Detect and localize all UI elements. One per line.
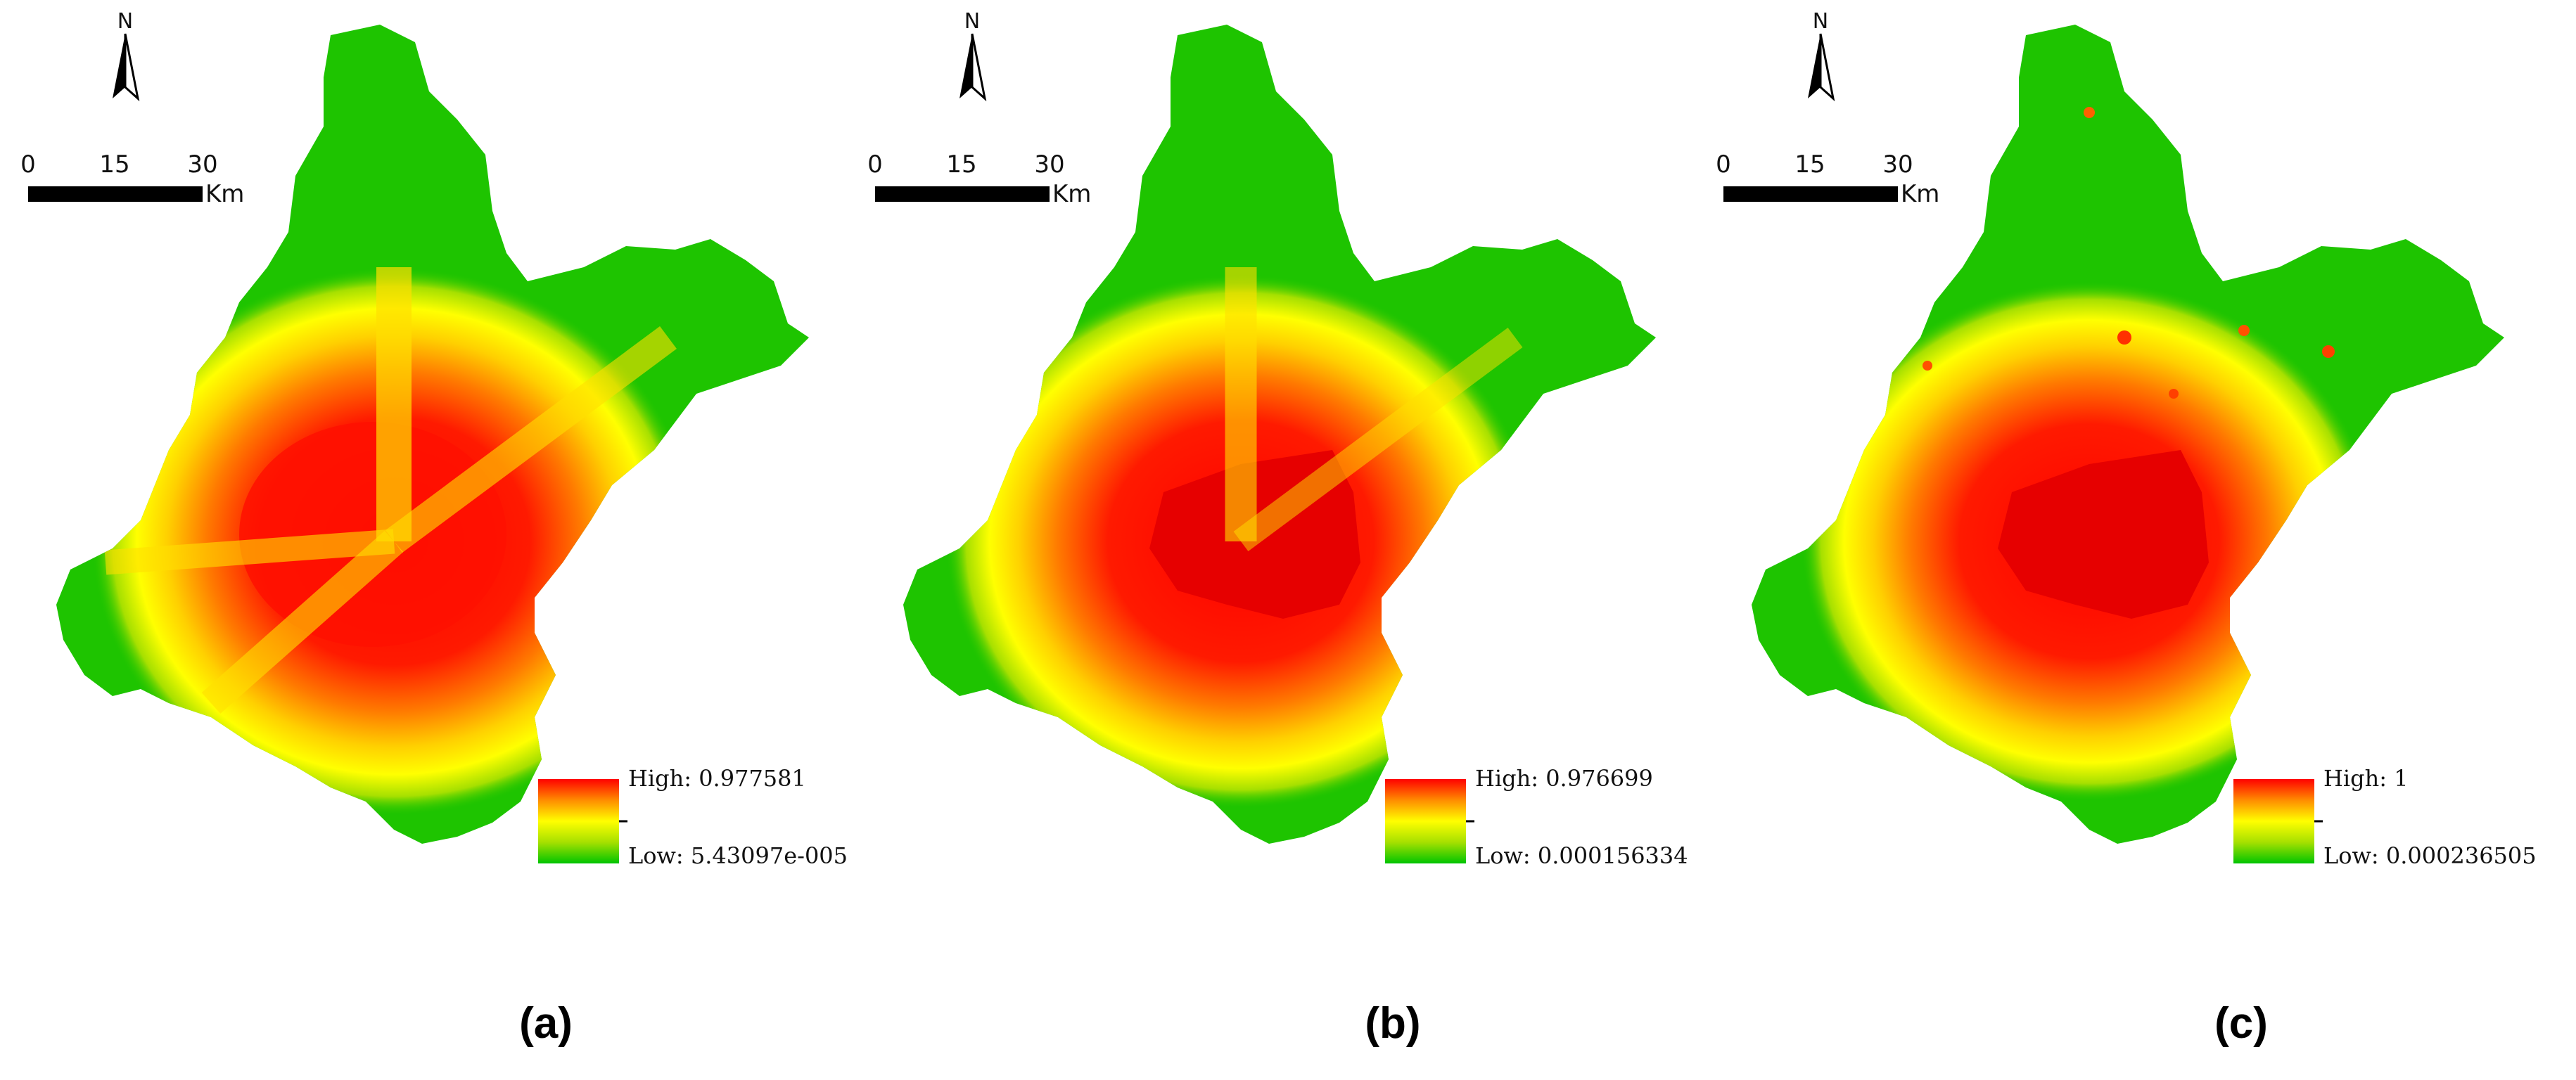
panel-label-b: (b) [1365, 999, 1421, 1048]
map-legend: High: 0.977581 Low: 5.43097e-005 [538, 765, 848, 869]
map-legend: High: 1 Low: 0.000236505 [2233, 765, 2537, 869]
svg-text:N: N [964, 9, 980, 34]
svg-text:Km: Km [205, 180, 244, 208]
scale-bar: 0 15 30 Km [1716, 150, 1939, 208]
svg-text:15: 15 [946, 150, 976, 179]
region-raster-map [903, 25, 1656, 844]
map-panel-b: N 0 15 30 Km High: 0.976699 Low: 0.00015… [867, 9, 1688, 869]
svg-text:30: 30 [1882, 150, 1913, 179]
north-arrow: N [113, 9, 140, 102]
scale-bar: 0 15 30 Km [867, 150, 1091, 208]
svg-text:High: 1: High: 1 [2323, 765, 2409, 792]
map-panel-a: N 0 15 30 Km High: 0.977581 Low: 5.43097… [20, 9, 848, 869]
map-legend: High: 0.976699 Low: 0.000156334 [1385, 765, 1688, 869]
svg-text:N: N [117, 9, 133, 34]
svg-text:15: 15 [99, 150, 129, 179]
svg-text:0: 0 [867, 150, 883, 179]
region-raster-map [1752, 25, 2504, 844]
region-raster-map [56, 25, 809, 844]
map-panel-c: N 0 15 30 Km High: 1 Low: 0.000236505 [1716, 9, 2536, 869]
svg-text:High: 0.976699: High: 0.976699 [1475, 765, 1653, 792]
panel-label-a: (a) [519, 999, 573, 1048]
svg-text:Low: 0.000236505: Low: 0.000236505 [2323, 842, 2537, 869]
svg-text:N: N [1813, 9, 1828, 34]
svg-text:0: 0 [20, 150, 36, 179]
svg-text:Km: Km [1052, 180, 1091, 208]
panel-label-c: (c) [2214, 999, 2268, 1048]
svg-text:30: 30 [1034, 150, 1064, 179]
north-arrow: N [959, 9, 987, 102]
svg-text:Km: Km [1901, 180, 1939, 208]
svg-text:High: 0.977581: High: 0.977581 [628, 765, 806, 792]
svg-text:15: 15 [1794, 150, 1825, 179]
north-arrow: N [1808, 9, 1835, 102]
svg-text:Low: 5.43097e-005: Low: 5.43097e-005 [628, 842, 848, 869]
svg-text:Low: 0.000156334: Low: 0.000156334 [1475, 842, 1688, 869]
svg-text:0: 0 [1716, 150, 1731, 179]
svg-text:30: 30 [187, 150, 217, 179]
scale-bar: 0 15 30 Km [20, 150, 244, 208]
